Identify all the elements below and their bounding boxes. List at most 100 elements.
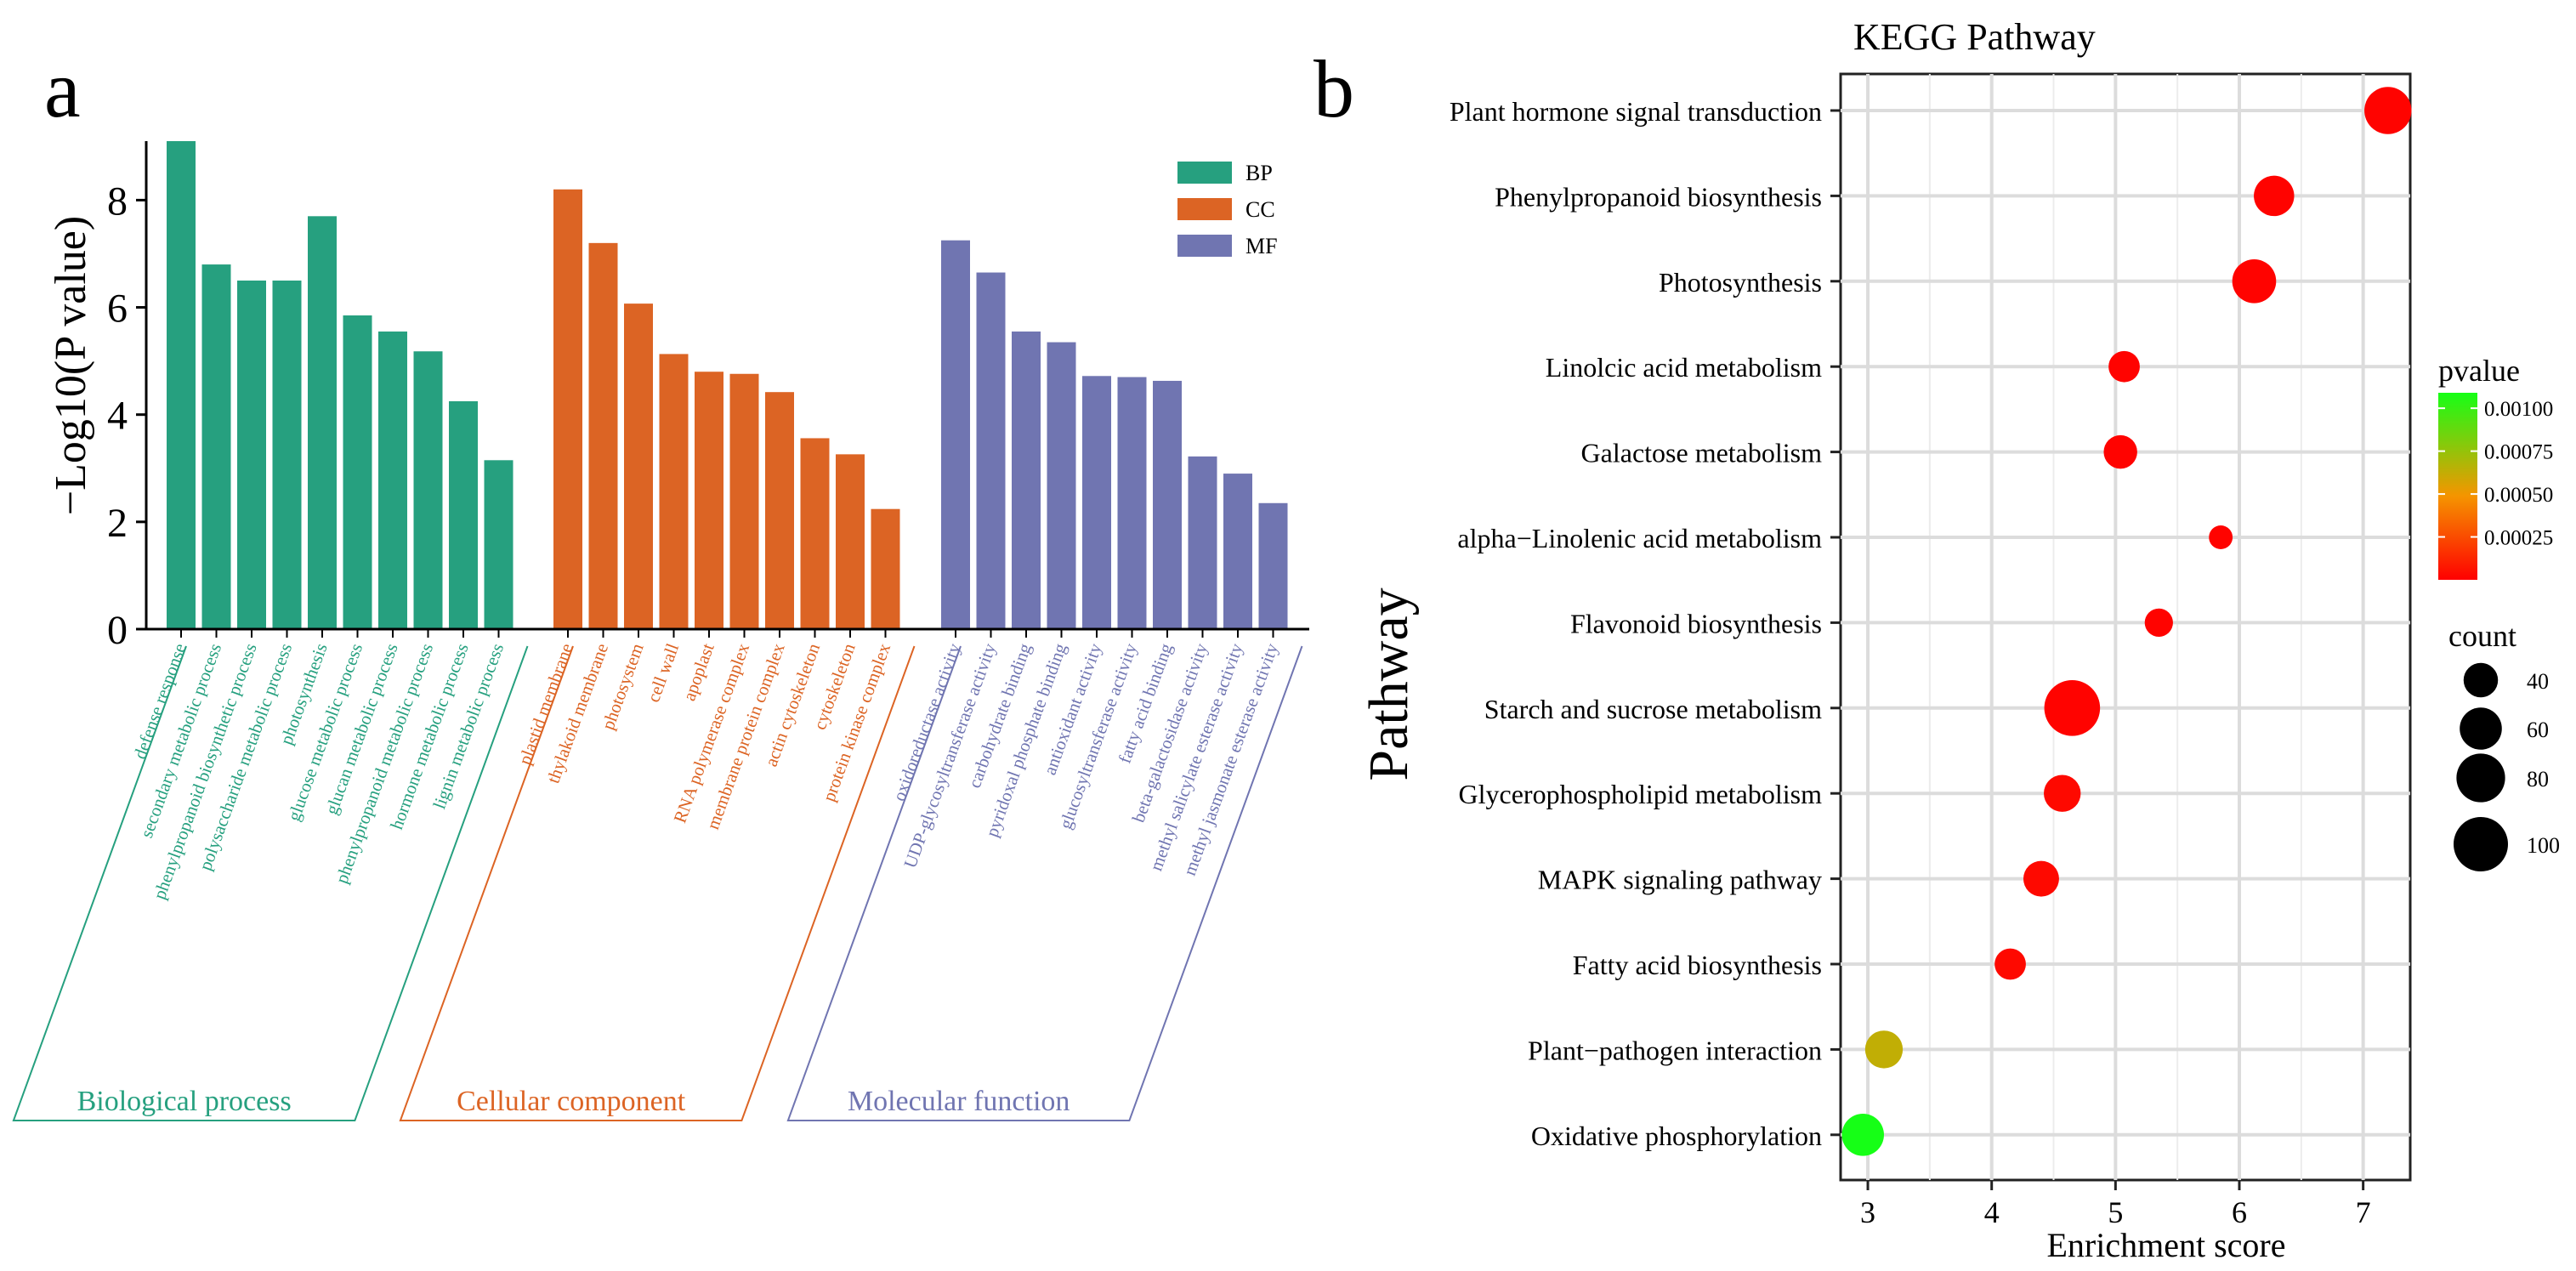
pathway-point [2044,680,2101,736]
kegg-chart-title: KEGG Pathway [1853,16,2096,58]
x-tick-label: 7 [2356,1195,2371,1229]
count-legend-circle [2463,662,2499,698]
bar-cc [836,454,865,629]
pathway-point [2144,608,2173,638]
pathway-label: Photosynthesis [1659,267,1822,298]
bar-bp [308,216,337,630]
pathway-label: Oxidative phosphorylation [1531,1121,1822,1151]
bar-bp [484,460,513,629]
count-legend-label: 60 [2527,718,2549,742]
legend-label: BP [1245,161,1273,185]
pathway-point [2108,350,2140,383]
legend-swatch-bp [1177,162,1232,184]
y-tick-label: 4 [107,394,128,439]
pvalue-legend: pvalue 0.00025 0.00050 0.00075 0.00100 [2438,354,2553,580]
count-legend-circle [2454,817,2508,871]
kegg-y-axis-labels: Plant hormone signal transduction Phenylp… [1450,96,1841,1151]
x-tick-label: 6 [2232,1195,2247,1229]
pathway-label: MAPK signaling pathway [1538,865,1822,895]
pathway-label: Plant−pathogen interaction [1528,1035,1822,1065]
count-legend-circle [2460,707,2502,750]
bar-mf [1258,502,1288,629]
pathway-label: alpha−Linolenic acid metabolism [1457,523,1822,553]
kegg-y-axis-label: Pathway [1358,587,1420,780]
pvalue-legend-title: pvalue [2438,354,2520,388]
pathway-label: Glycerophospholipid metabolism [1459,779,1823,809]
y-tick-label: 0 [107,608,128,653]
bar-cc [729,373,759,629]
pathway-label: Phenylpropanoid biosynthesis [1495,181,1822,212]
bar-mf [1012,331,1041,629]
kegg-x-axis-ticks: 3 4 5 6 7 [1860,1180,2371,1229]
bar-chart-y-axis: 0 2 4 6 8 [107,141,148,653]
x-tick-label: 4 [1984,1195,2000,1229]
legend-swatch-cc [1177,198,1232,220]
pathway-point [2254,175,2295,217]
bar-cc [765,392,794,629]
bar-bp [167,141,196,629]
colorbar-tick-label: 0.00050 [2484,484,2553,507]
pathway-label: Starch and sucrose metabolism [1484,694,1822,724]
colorbar-tick-label: 0.00075 [2484,441,2553,464]
pathway-point [1994,948,2026,980]
bar-bp [378,331,407,629]
group-bracket [786,645,1303,1121]
pathway-point [2023,860,2059,897]
bar-mf [941,240,970,629]
kegg-grid [1841,74,2410,1180]
bar-bp [201,264,231,629]
pathway-point [1864,1030,1904,1069]
bar-mf [1223,474,1252,629]
group-bracket [399,645,916,1121]
group-label: Biological process [77,1086,292,1117]
pathway-point [2103,434,2137,469]
bar-mf [1153,380,1182,629]
count-legend-title: count [2448,619,2516,653]
pathway-point [2364,87,2412,134]
legend-swatch-mf [1177,235,1232,257]
colorbar-tick-label: 0.00025 [2484,527,2553,550]
pathway-point [2044,775,2081,812]
panel-b-label: b [1314,43,1354,134]
group-bracket [12,645,529,1121]
legend-label: CC [1245,197,1275,222]
group-label: Cellular component [457,1086,686,1117]
bar-bp [237,281,266,629]
pathway-point [2209,525,2233,549]
bar-mf [1188,456,1217,629]
bar-mf [1117,377,1147,629]
group-label: Molecular function [848,1086,1070,1117]
count-legend-circle [2456,753,2505,803]
bar-cc [871,508,900,629]
count-legend: count 40 60 80 100 [2448,619,2560,871]
pathway-label: Galactose metabolism [1581,438,1823,468]
x-tick-label: 5 [2108,1195,2123,1229]
bar-chart-bars [167,141,1288,638]
bar-mf [976,272,1006,629]
pathway-label: Linolcic acid metabolism [1546,352,1822,383]
bar-cc [588,242,618,629]
x-tick-label: 3 [1860,1195,1875,1229]
legend-label: MF [1245,234,1278,258]
bar-bp [413,351,443,629]
colorbar-tick-label: 0.00100 [2484,398,2553,421]
y-tick-label: 8 [107,179,128,224]
panel-a-label: a [44,43,81,134]
panel-b: b KEGG Pathway Plant hormone signal tran… [1314,16,2560,1264]
bar-mf [1082,376,1111,629]
pathway-point [2232,259,2277,304]
pathway-point [1841,1114,1885,1156]
bar-cc [624,304,653,629]
bar-cc [695,372,723,629]
pathway-label: Fatty acid biosynthesis [1573,950,1822,980]
pvalue-colorbar [2438,393,2477,580]
count-legend-label: 80 [2527,767,2549,792]
count-legend-label: 40 [2527,669,2549,694]
pathway-label: Flavonoid biosynthesis [1570,608,1822,638]
count-legend-label: 100 [2527,833,2560,858]
bar-cc [659,354,689,629]
bar-bp [343,315,372,629]
bar-cc [800,438,830,629]
bar-bp [272,281,302,629]
